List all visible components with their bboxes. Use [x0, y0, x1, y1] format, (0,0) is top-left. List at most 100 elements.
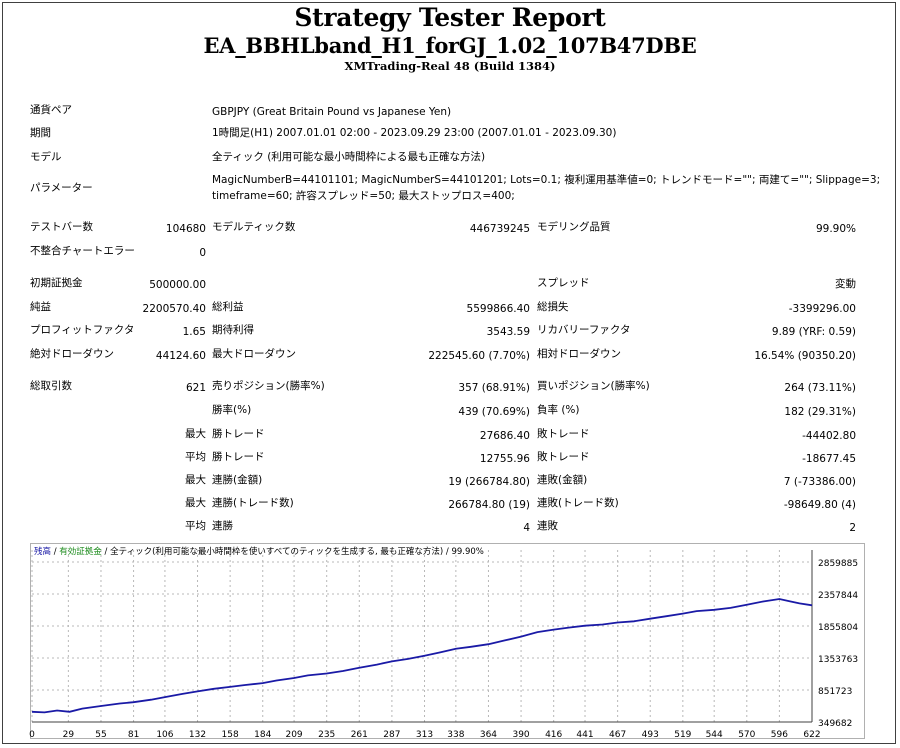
x-tick-label: 622	[803, 730, 820, 740]
y-tick-label: 2859885	[818, 559, 858, 569]
short-value: 357 (68.91%)	[458, 382, 530, 394]
x-tick-label: 544	[706, 730, 723, 740]
y-tick-label: 851723	[818, 687, 852, 697]
max-prefix-2: 最大	[185, 474, 206, 486]
avg-cons-loss-label: 連敗	[537, 520, 558, 532]
avg-cons-win-value: 4	[523, 522, 530, 534]
x-tick-label: 390	[512, 730, 529, 740]
cons-win-value: 19 (266784.80)	[448, 476, 530, 488]
max-dd-label: 最大ドローダウン	[212, 348, 296, 360]
long-label: 買いポジション(勝率%)	[537, 380, 650, 392]
x-tick-label: 313	[416, 730, 433, 740]
max-loss-value: -44402.80	[802, 430, 856, 442]
payoff-label: 期待利得	[212, 324, 254, 336]
rf-label: リカバリーファクタ	[537, 324, 631, 336]
cons-win2-label: 連勝(トレード数)	[212, 497, 294, 509]
report-title: Strategy Tester Report	[294, 3, 606, 32]
win-label: 勝率(%)	[212, 404, 252, 416]
cons-win2-value: 266784.80 (19)	[448, 499, 530, 511]
ea-name: EA_BBHLband_H1_forGJ_1.02_107B47DBE	[203, 33, 697, 58]
bars-value: 104680	[165, 223, 206, 235]
short-label: 売りポジション(勝率%)	[212, 380, 325, 392]
max-win-value: 27686.40	[479, 430, 530, 442]
balance-chart-frame	[30, 543, 865, 739]
x-tick-label: 364	[480, 730, 497, 740]
net-label: 純益	[30, 301, 51, 313]
x-tick-label: 441	[576, 730, 593, 740]
x-tick-label: 184	[254, 730, 271, 740]
ticks-value: 446739245	[469, 223, 530, 235]
params-line2: timeframe=60; 許容スプレッド=50; 最大ストップロス=400;	[212, 190, 515, 202]
mismatch-value: 0	[199, 247, 206, 259]
max-prefix-3: 最大	[185, 497, 206, 509]
legend-equity: 有効証拠金	[59, 547, 102, 557]
trades-label: 総取引数	[30, 380, 72, 392]
pf-value: 1.65	[182, 326, 206, 338]
x-tick-label: 55	[95, 730, 106, 740]
max-loss-label: 敗トレード	[537, 428, 590, 440]
ticks-label: モデルティック数	[212, 221, 296, 233]
rf-value: 9.89 (YRF: 0.59)	[771, 326, 856, 338]
x-tick-label: 519	[674, 730, 691, 740]
symbol-value: GBPJPY (Great Britain Pound vs Japanese …	[212, 106, 452, 118]
avg-cons-win-label: 連勝	[212, 520, 233, 532]
max-prefix-1: 最大	[185, 428, 206, 440]
avg-loss-label: 敗トレード	[537, 451, 590, 463]
spread-label: スプレッド	[537, 277, 590, 289]
abs-dd-label: 絶対ドローダウン	[30, 348, 114, 360]
mismatch-label: 不整合チャートエラー	[30, 245, 135, 257]
symbol-label: 通貨ペア	[30, 104, 72, 116]
cons-loss-value: 7 (-73386.00)	[783, 476, 856, 488]
x-tick-label: 209	[285, 730, 302, 740]
x-tick-label: 287	[383, 730, 400, 740]
rel-dd-value: 16.54% (90350.20)	[754, 350, 856, 362]
legend-balance: 残高	[34, 547, 52, 557]
quality-label: モデリング品質	[537, 221, 611, 233]
params-label: パラメーター	[30, 182, 93, 194]
x-tick-label: 338	[447, 730, 464, 740]
bars-label: テストバー数	[30, 221, 93, 233]
server-build: XMTrading-Real 48 (Build 1384)	[344, 59, 556, 73]
avg-win-label: 勝トレード	[212, 451, 265, 463]
max-dd-value: 222545.60 (7.70%)	[428, 350, 530, 362]
deposit-value: 500000.00	[149, 279, 206, 291]
quality-value: 99.90%	[815, 223, 856, 235]
long-value: 264 (73.11%)	[784, 382, 856, 394]
cons-loss-label: 連敗(金額)	[537, 474, 588, 486]
x-tick-label: 0	[29, 730, 35, 740]
x-tick-label: 493	[642, 730, 659, 740]
net-value: 2200570.40	[142, 303, 206, 315]
x-tick-label: 132	[189, 730, 206, 740]
avg-win-value: 12755.96	[479, 453, 530, 465]
rel-dd-label: 相対ドローダウン	[537, 348, 621, 360]
gross-profit-label: 総利益	[212, 301, 244, 313]
legend-model: 全ティック(利用可能な最小時間枠を使いすべてのティックを生成する, 最も正確な方…	[110, 547, 444, 557]
y-tick-label: 1353763	[818, 655, 858, 665]
avg-cons-loss-value: 2	[849, 522, 856, 534]
params-line1: MagicNumberB=44101101; MagicNumberS=4410…	[212, 174, 881, 186]
deposit-label: 初期証拠金	[30, 277, 83, 289]
loss-value: 182 (29.31%)	[784, 406, 856, 418]
x-tick-label: 106	[156, 730, 173, 740]
x-tick-label: 158	[222, 730, 239, 740]
win-value: 439 (70.69%)	[458, 406, 530, 418]
gross-loss-value: -3399296.00	[788, 303, 856, 315]
avg-prefix-2: 平均	[185, 520, 206, 532]
avg-loss-value: -18677.45	[802, 453, 856, 465]
legend-sep: /	[443, 547, 452, 557]
x-tick-label: 596	[771, 730, 788, 740]
max-win-label: 勝トレード	[212, 428, 265, 440]
spread-value: 変動	[835, 278, 856, 290]
chart-legend: 残高 / 有効証拠金 / 全ティック(利用可能な最小時間枠を使いすべてのティック…	[34, 545, 484, 557]
x-tick-label: 467	[609, 730, 626, 740]
x-tick-label: 29	[63, 730, 75, 740]
x-tick-label: 81	[128, 730, 139, 740]
trades-value: 621	[185, 382, 206, 394]
legend-sep: /	[101, 547, 111, 557]
pf-label: プロフィットファクタ	[30, 324, 135, 336]
x-tick-label: 235	[318, 730, 335, 740]
balance-line	[31, 598, 813, 714]
model-value: 全ティック (利用可能な最小時間枠による最も正確な方法)	[212, 151, 486, 163]
